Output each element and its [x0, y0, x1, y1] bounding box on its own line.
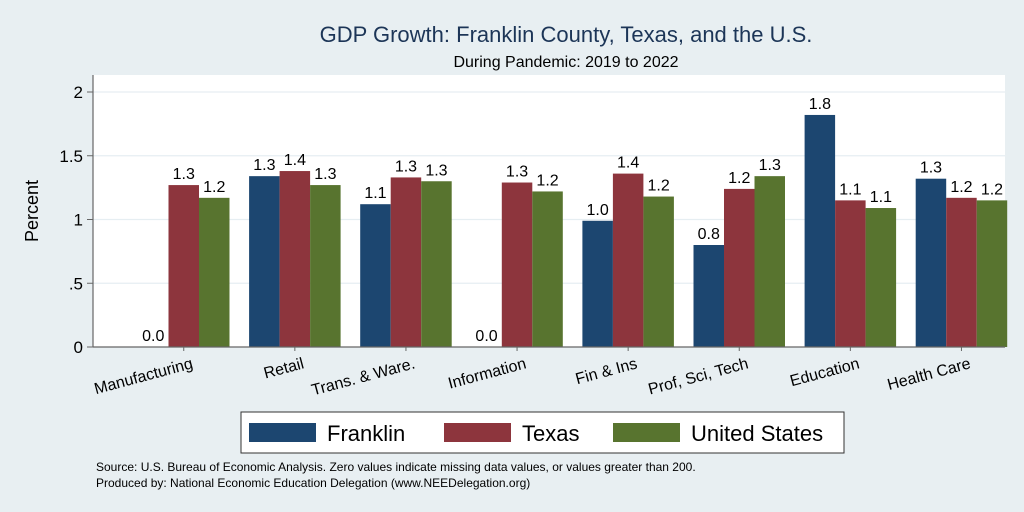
- legend-swatch-texas: [444, 423, 511, 442]
- bar-franklin: [804, 114, 836, 347]
- x-category-label: Manufacturing: [92, 355, 194, 398]
- data-label: 1.1: [364, 185, 386, 202]
- data-label: 1.8: [809, 96, 831, 113]
- data-label: 1.3: [506, 164, 528, 181]
- x-category-label: Retail: [262, 355, 306, 382]
- y-tick-label: 1: [74, 211, 83, 230]
- bar-united-states: [976, 200, 1008, 347]
- data-label: 1.2: [981, 181, 1003, 198]
- source-note: Source: U.S. Bureau of Economic Analysis…: [96, 460, 696, 474]
- data-label: 0.0: [142, 328, 164, 345]
- bar-united-states: [199, 197, 230, 347]
- bar-texas: [835, 200, 866, 347]
- data-label: 1.3: [425, 162, 447, 179]
- x-category-label: Fin & Ins: [574, 355, 639, 388]
- chart-subtitle: During Pandemic: 2019 to 2022: [453, 54, 678, 71]
- legend-swatch-franklin: [249, 423, 316, 442]
- producer-note: Produced by: National Economic Education…: [96, 476, 530, 490]
- data-label: 1.0: [587, 202, 609, 219]
- data-label: 1.3: [920, 160, 942, 177]
- bar-texas: [501, 182, 533, 347]
- x-category-label: Health Care: [886, 355, 973, 394]
- data-label: 1.4: [284, 152, 306, 169]
- bar-texas: [279, 171, 311, 347]
- legend-swatch-united-states: [613, 423, 680, 442]
- bar-united-states: [532, 191, 563, 347]
- legend-box: [240, 411, 845, 454]
- bar-texas: [168, 185, 199, 347]
- bar-united-states: [865, 208, 897, 347]
- data-label: 1.2: [648, 178, 670, 195]
- chart-title: GDP Growth: Franklin County, Texas, and …: [320, 22, 813, 47]
- bar-texas: [390, 177, 422, 347]
- bar-united-states: [310, 185, 341, 347]
- data-label: 1.2: [203, 179, 225, 196]
- data-label: 1.2: [536, 172, 558, 189]
- bar-texas: [724, 188, 755, 347]
- data-label: 1.4: [617, 155, 639, 172]
- bar-united-states: [754, 176, 785, 347]
- bar-texas: [612, 173, 644, 347]
- bar-franklin: [360, 204, 391, 347]
- data-label: 1.1: [870, 189, 892, 206]
- y-tick-label: 1.5: [59, 147, 83, 166]
- y-axis-label: Percent: [22, 180, 42, 242]
- bar-franklin: [582, 220, 613, 347]
- data-label: 0.8: [698, 226, 720, 243]
- data-label: 1.3: [253, 157, 275, 174]
- bar-texas: [946, 197, 977, 347]
- data-label: 1.3: [759, 157, 781, 174]
- legend-label: United States: [691, 421, 823, 446]
- legend: Franklin Texas United States: [240, 411, 845, 454]
- data-label: 1.2: [950, 179, 972, 196]
- bar-franklin: [249, 176, 280, 347]
- x-category-label: Education: [788, 355, 861, 390]
- bar-franklin: [915, 178, 947, 347]
- legend-label: Franklin: [327, 421, 405, 446]
- legend-label: Texas: [522, 421, 579, 446]
- bar-united-states: [643, 196, 674, 347]
- x-category-label: Trans. & Ware.: [310, 355, 417, 399]
- x-category-label: Prof, Sci, Tech: [647, 355, 751, 398]
- data-label: 1.3: [395, 158, 417, 175]
- x-category-label: Information: [446, 355, 528, 392]
- data-label: 1.3: [173, 166, 195, 183]
- y-tick-label: 2: [74, 83, 83, 102]
- bar-franklin: [693, 245, 724, 347]
- y-tick-label: 0: [74, 338, 83, 357]
- data-label: 0.0: [475, 328, 497, 345]
- data-label: 1.2: [728, 170, 750, 187]
- y-tick-label: .5: [69, 274, 83, 293]
- bar-united-states: [421, 181, 452, 347]
- data-label: 1.1: [839, 181, 861, 198]
- data-label: 1.3: [314, 166, 336, 183]
